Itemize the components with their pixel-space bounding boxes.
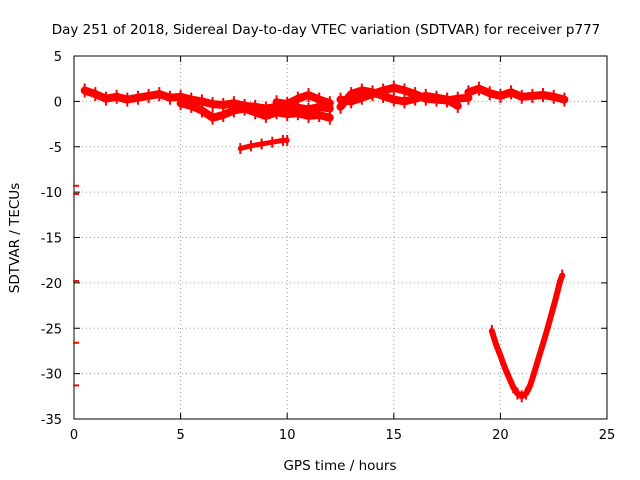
tick-labels: 0 5 10 15 20 25 5 0 -5 -10 -15 -20 -25 -30 -35 bbox=[41, 50, 616, 443]
series-0 bbox=[80, 86, 334, 114]
y-tick-label-3: -10 bbox=[41, 186, 62, 201]
x-tick-label-1: 5 bbox=[176, 428, 184, 443]
y-tick-label-2: -5 bbox=[49, 141, 62, 156]
series-7 bbox=[488, 272, 566, 400]
x-tick-label-2: 10 bbox=[279, 428, 296, 443]
axis-ticks bbox=[73, 55, 608, 420]
y-tick-label-4: -15 bbox=[41, 232, 62, 247]
y-axis-label: SDTVAR / TECUs bbox=[7, 183, 23, 293]
x-tick-label-5: 25 bbox=[599, 428, 616, 443]
y-tick-label-6: -25 bbox=[41, 322, 62, 337]
chart-title: Day 251 of 2018, Sidereal Day-to-day VTE… bbox=[52, 22, 601, 38]
series-6 bbox=[237, 137, 290, 152]
x-axis-label: GPS time / hours bbox=[283, 458, 396, 474]
series-2 bbox=[272, 91, 334, 109]
grid-lines bbox=[74, 56, 607, 419]
series-4 bbox=[336, 86, 462, 111]
y-tick-label-5: -20 bbox=[41, 277, 62, 292]
series-5 bbox=[464, 84, 569, 104]
y-tick-label-8: -35 bbox=[41, 413, 62, 428]
y-tick-label-0: 5 bbox=[54, 50, 62, 65]
x-tick-label-4: 20 bbox=[492, 428, 509, 443]
x-tick-label-0: 0 bbox=[70, 428, 78, 443]
y-tick-label-1: 0 bbox=[54, 95, 62, 110]
x-tick-label-3: 15 bbox=[386, 428, 403, 443]
data-series bbox=[73, 80, 569, 403]
y-tick-label-7: -30 bbox=[41, 368, 62, 383]
